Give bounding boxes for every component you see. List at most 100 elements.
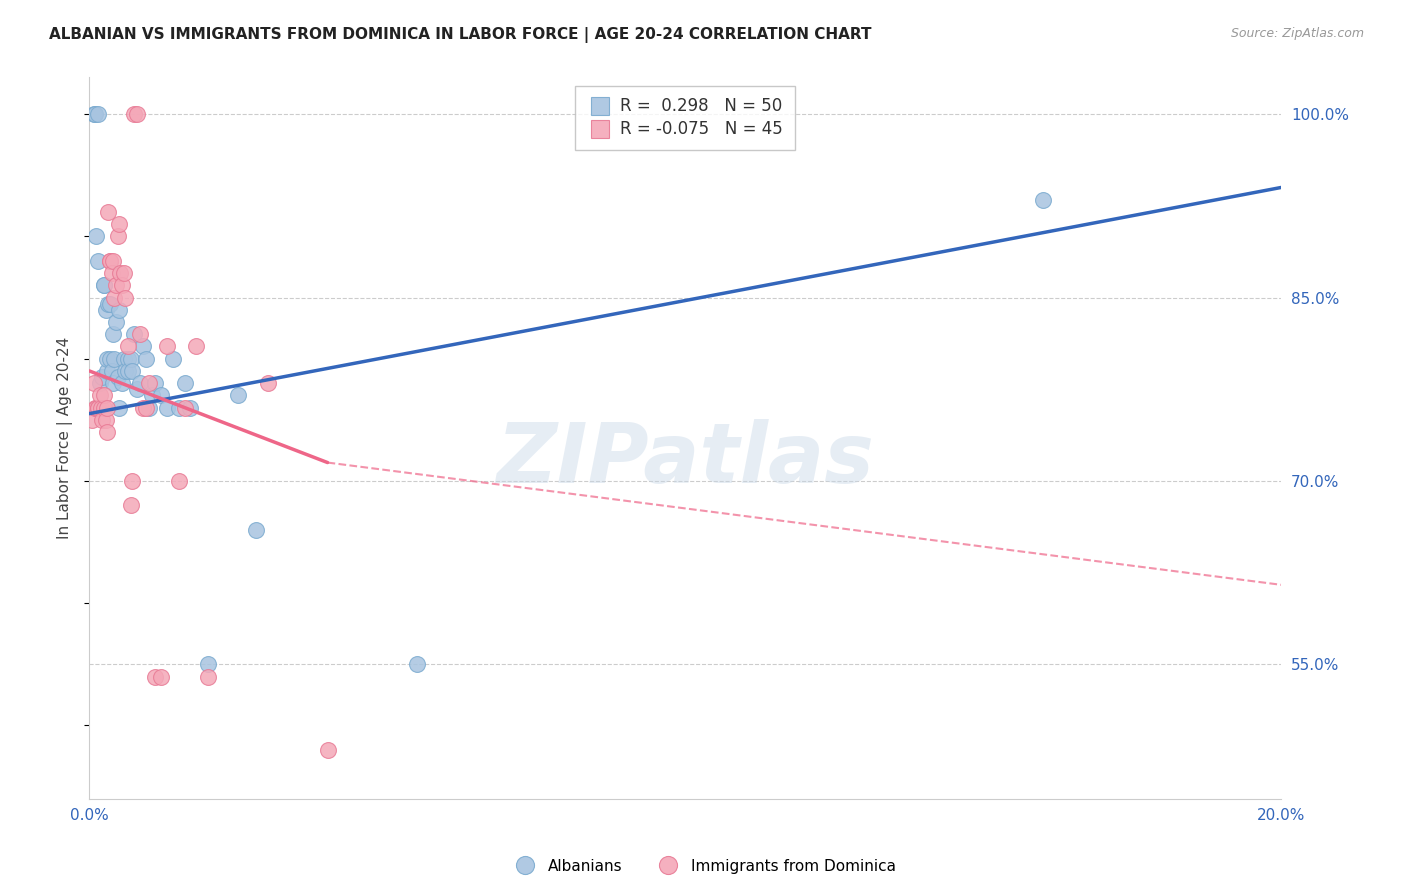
Point xyxy=(94,302,117,317)
Point xyxy=(143,376,166,390)
Point xyxy=(96,425,118,439)
Point xyxy=(93,278,115,293)
Point xyxy=(156,401,179,415)
Legend: R =  0.298   N = 50, R = -0.075   N = 45: R = 0.298 N = 50, R = -0.075 N = 45 xyxy=(575,86,794,150)
Point xyxy=(108,217,131,231)
Point xyxy=(89,388,111,402)
Point xyxy=(121,364,143,378)
Point xyxy=(87,401,110,415)
Point xyxy=(117,364,139,378)
Point xyxy=(406,657,429,672)
Text: ZIPatlas: ZIPatlas xyxy=(496,419,875,500)
Point xyxy=(83,376,105,390)
Point xyxy=(98,351,121,366)
Point xyxy=(90,401,112,415)
Point xyxy=(156,339,179,353)
Point xyxy=(87,107,110,121)
Point xyxy=(84,229,107,244)
Point xyxy=(128,327,150,342)
Point xyxy=(97,296,120,310)
Point xyxy=(82,413,104,427)
Point xyxy=(96,364,118,378)
Point xyxy=(89,376,111,390)
Point xyxy=(138,401,160,415)
Point xyxy=(107,370,129,384)
Point xyxy=(143,669,166,683)
Point xyxy=(84,401,107,415)
Point xyxy=(114,291,136,305)
Point xyxy=(162,351,184,366)
Text: ALBANIAN VS IMMIGRANTS FROM DOMINICA IN LABOR FORCE | AGE 20-24 CORRELATION CHAR: ALBANIAN VS IMMIGRANTS FROM DOMINICA IN … xyxy=(49,27,872,43)
Point xyxy=(226,388,249,402)
Point xyxy=(101,364,124,378)
Point xyxy=(93,401,115,415)
Point xyxy=(111,376,134,390)
Point xyxy=(132,401,155,415)
Point xyxy=(108,401,131,415)
Point xyxy=(245,523,267,537)
Point xyxy=(114,364,136,378)
Point xyxy=(97,205,120,219)
Point xyxy=(103,351,125,366)
Legend: Albanians, Immigrants from Dominica: Albanians, Immigrants from Dominica xyxy=(503,853,903,880)
Point xyxy=(101,376,124,390)
Point xyxy=(149,388,172,402)
Point xyxy=(122,107,145,121)
Point xyxy=(138,376,160,390)
Point xyxy=(108,266,131,280)
Point xyxy=(103,291,125,305)
Point xyxy=(101,266,124,280)
Point xyxy=(96,351,118,366)
Point xyxy=(167,474,190,488)
Point xyxy=(186,339,208,353)
Point xyxy=(132,339,155,353)
Y-axis label: In Labor Force | Age 20-24: In Labor Force | Age 20-24 xyxy=(58,337,73,540)
Point xyxy=(108,302,131,317)
Point xyxy=(125,107,148,121)
Point xyxy=(173,401,195,415)
Point xyxy=(120,351,142,366)
Point xyxy=(107,229,129,244)
Point xyxy=(98,253,121,268)
Point xyxy=(98,253,121,268)
Point xyxy=(96,401,118,415)
Point xyxy=(197,657,219,672)
Point xyxy=(87,401,110,415)
Point xyxy=(125,382,148,396)
Point xyxy=(94,413,117,427)
Point xyxy=(167,401,190,415)
Point xyxy=(91,413,114,427)
Point xyxy=(101,253,124,268)
Point xyxy=(101,327,124,342)
Point xyxy=(257,376,280,390)
Point xyxy=(117,351,139,366)
Point xyxy=(93,278,115,293)
Point xyxy=(111,278,134,293)
Point xyxy=(83,107,105,121)
Point xyxy=(120,499,142,513)
Point xyxy=(128,376,150,390)
Point xyxy=(135,401,157,415)
Point xyxy=(179,401,201,415)
Point xyxy=(197,669,219,683)
Point xyxy=(91,370,114,384)
Point xyxy=(104,315,127,329)
Point xyxy=(112,266,135,280)
Point xyxy=(316,743,339,757)
Point xyxy=(173,376,195,390)
Point xyxy=(122,327,145,342)
Point xyxy=(121,474,143,488)
Point xyxy=(117,339,139,353)
Point xyxy=(149,669,172,683)
Point xyxy=(98,296,121,310)
Point xyxy=(104,278,127,293)
Point xyxy=(141,388,163,402)
Point xyxy=(93,388,115,402)
Point xyxy=(87,253,110,268)
Point xyxy=(84,107,107,121)
Point xyxy=(1032,193,1054,207)
Point xyxy=(84,401,107,415)
Point xyxy=(135,351,157,366)
Text: Source: ZipAtlas.com: Source: ZipAtlas.com xyxy=(1230,27,1364,40)
Point xyxy=(112,351,135,366)
